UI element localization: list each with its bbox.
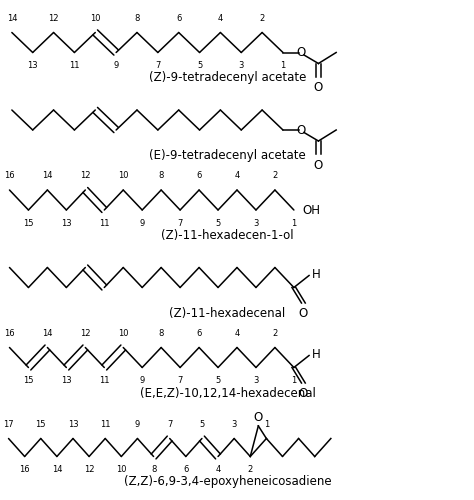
Text: 5: 5 bbox=[199, 420, 205, 429]
Text: 6: 6 bbox=[196, 172, 202, 180]
Text: 8: 8 bbox=[158, 329, 164, 338]
Text: 3: 3 bbox=[253, 376, 259, 385]
Text: 6: 6 bbox=[176, 14, 182, 23]
Text: 9: 9 bbox=[139, 218, 145, 228]
Text: 7: 7 bbox=[167, 420, 173, 429]
Text: 14: 14 bbox=[7, 14, 17, 23]
Text: O: O bbox=[296, 46, 305, 59]
Text: 11: 11 bbox=[99, 376, 109, 385]
Text: 15: 15 bbox=[23, 376, 34, 385]
Text: OH: OH bbox=[302, 204, 320, 216]
Text: 10: 10 bbox=[118, 172, 128, 180]
Text: 13: 13 bbox=[27, 61, 38, 70]
Text: 9: 9 bbox=[113, 61, 119, 70]
Text: 2: 2 bbox=[247, 465, 253, 474]
Text: 11: 11 bbox=[100, 420, 110, 429]
Text: 3: 3 bbox=[253, 218, 259, 228]
Text: (Z)-9-tetradecenyl acetate: (Z)-9-tetradecenyl acetate bbox=[149, 72, 306, 85]
Text: (Z)-11-hexadecen-1-ol: (Z)-11-hexadecen-1-ol bbox=[161, 229, 294, 242]
Text: 1: 1 bbox=[280, 61, 286, 70]
Text: 6: 6 bbox=[196, 329, 202, 338]
Text: 7: 7 bbox=[177, 218, 183, 228]
Text: 2: 2 bbox=[272, 172, 278, 180]
Text: 3: 3 bbox=[238, 61, 244, 70]
Text: 5: 5 bbox=[197, 61, 202, 70]
Text: 1: 1 bbox=[291, 376, 297, 385]
Text: 10: 10 bbox=[116, 465, 127, 474]
Text: 5: 5 bbox=[215, 376, 221, 385]
Text: 1: 1 bbox=[264, 420, 269, 429]
Text: 12: 12 bbox=[84, 465, 94, 474]
Text: (Z,Z)-6,9-3,4-epoxyheneicosadiene: (Z,Z)-6,9-3,4-epoxyheneicosadiene bbox=[124, 475, 331, 488]
Text: 11: 11 bbox=[99, 218, 109, 228]
Text: H: H bbox=[311, 348, 320, 361]
Text: 13: 13 bbox=[61, 218, 72, 228]
Text: 13: 13 bbox=[61, 376, 72, 385]
Text: 2: 2 bbox=[259, 14, 265, 23]
Text: 14: 14 bbox=[42, 172, 53, 180]
Text: O: O bbox=[299, 387, 308, 400]
Text: 3: 3 bbox=[231, 420, 237, 429]
Text: 16: 16 bbox=[4, 329, 15, 338]
Text: 8: 8 bbox=[134, 14, 140, 23]
Text: 16: 16 bbox=[4, 172, 15, 180]
Text: 4: 4 bbox=[234, 329, 240, 338]
Text: O: O bbox=[254, 411, 263, 424]
Text: O: O bbox=[314, 158, 323, 172]
Text: O: O bbox=[314, 81, 323, 94]
Text: 17: 17 bbox=[3, 420, 14, 429]
Text: 9: 9 bbox=[139, 376, 145, 385]
Text: 7: 7 bbox=[177, 376, 183, 385]
Text: 5: 5 bbox=[215, 218, 221, 228]
Text: 8: 8 bbox=[151, 465, 156, 474]
Text: 4: 4 bbox=[215, 465, 221, 474]
Text: 16: 16 bbox=[19, 465, 30, 474]
Text: 4: 4 bbox=[218, 14, 223, 23]
Text: 11: 11 bbox=[69, 61, 80, 70]
Text: O: O bbox=[299, 307, 308, 320]
Text: 4: 4 bbox=[234, 172, 240, 180]
Text: 12: 12 bbox=[80, 329, 91, 338]
Text: 10: 10 bbox=[90, 14, 100, 23]
Text: 7: 7 bbox=[155, 61, 161, 70]
Text: (Z)-11-hexadecenal: (Z)-11-hexadecenal bbox=[169, 306, 286, 320]
Text: 12: 12 bbox=[80, 172, 91, 180]
Text: 12: 12 bbox=[48, 14, 59, 23]
Text: 9: 9 bbox=[135, 420, 140, 429]
Text: 15: 15 bbox=[23, 218, 34, 228]
Text: O: O bbox=[296, 124, 305, 136]
Text: 2: 2 bbox=[272, 329, 278, 338]
Text: 13: 13 bbox=[68, 420, 78, 429]
Text: 8: 8 bbox=[158, 172, 164, 180]
Text: 14: 14 bbox=[52, 465, 62, 474]
Text: (E)-9-tetradecenyl acetate: (E)-9-tetradecenyl acetate bbox=[149, 149, 306, 162]
Text: 1: 1 bbox=[291, 218, 297, 228]
Text: (E,E,Z)-10,12,14-hexadecenal: (E,E,Z)-10,12,14-hexadecenal bbox=[139, 386, 316, 400]
Text: 6: 6 bbox=[183, 465, 189, 474]
Text: H: H bbox=[311, 268, 320, 281]
Text: 14: 14 bbox=[42, 329, 53, 338]
Text: 10: 10 bbox=[118, 329, 128, 338]
Text: 15: 15 bbox=[36, 420, 46, 429]
